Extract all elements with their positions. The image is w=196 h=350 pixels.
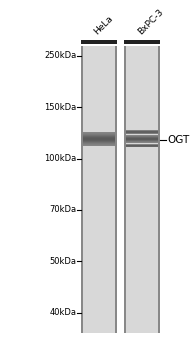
Text: 40kDa: 40kDa: [49, 308, 76, 317]
Text: HeLa: HeLa: [93, 14, 115, 37]
Bar: [81, 46, 83, 332]
Bar: [124, 46, 160, 332]
Bar: [124, 40, 160, 44]
Text: 100kDa: 100kDa: [44, 154, 76, 163]
Bar: [81, 46, 117, 332]
Text: 50kDa: 50kDa: [49, 257, 76, 266]
Bar: [81, 40, 117, 44]
Text: BxPC-3: BxPC-3: [136, 8, 165, 37]
Text: 70kDa: 70kDa: [49, 205, 76, 215]
Text: 250kDa: 250kDa: [44, 51, 76, 61]
Text: 150kDa: 150kDa: [44, 103, 76, 112]
Text: OGT: OGT: [168, 135, 190, 145]
Bar: [158, 46, 160, 332]
Bar: [115, 46, 117, 332]
Bar: [124, 46, 126, 332]
